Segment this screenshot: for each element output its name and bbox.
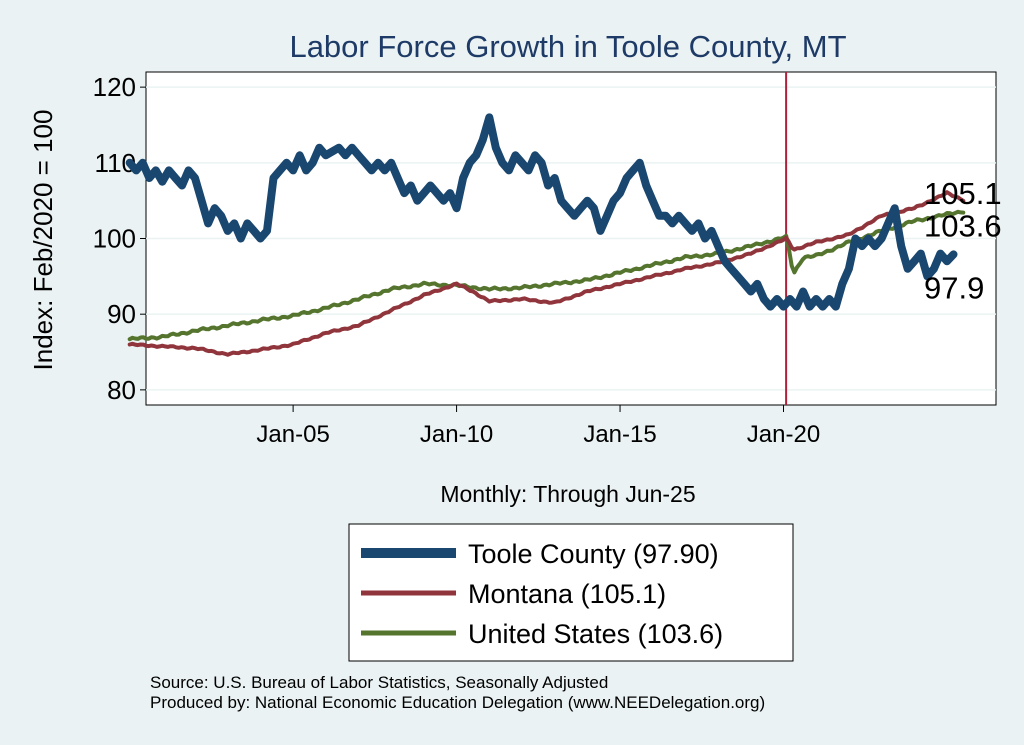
y-tick-label: 90	[107, 299, 136, 329]
producer-note: Produced by: National Economic Education…	[150, 693, 766, 712]
x-tick-label: Jan-10	[420, 421, 493, 448]
chart-title: Labor Force Growth in Toole County, MT	[289, 29, 846, 64]
legend-label: Montana (105.1)	[468, 579, 666, 609]
x-tick-label: Jan-05	[256, 421, 329, 448]
y-tick-label: 100	[93, 224, 136, 254]
source-note: Source: U.S. Bureau of Labor Statistics,…	[150, 673, 609, 692]
end-label-united-states: 103.6	[924, 208, 1002, 243]
series-lines	[125, 113, 966, 357]
end-label-montana: 105.1	[924, 176, 1002, 211]
gridlines	[146, 86, 996, 391]
legend-label: Toole County (97.90)	[468, 539, 719, 569]
x-tick-label: Jan-20	[747, 421, 820, 448]
y-tick-label: 120	[93, 72, 136, 102]
series-line-montana	[127, 190, 966, 357]
x-tick-label: Jan-15	[583, 421, 656, 448]
series-line-united-states	[127, 209, 966, 342]
y-tick-label: 80	[107, 375, 136, 405]
x-axis-label: Monthly: Through Jun-25	[440, 481, 695, 507]
y-axis-label: Index: Feb/2020 = 100	[28, 110, 58, 371]
legend-items: Toole County (97.90) Montana (105.1) Unite…	[361, 539, 723, 649]
end-label-toole-county: 97.9	[924, 270, 984, 305]
x-axis: Jan-05 Jan-10 Jan-15 Jan-20	[256, 405, 820, 448]
series-line-toole-county	[125, 113, 958, 311]
legend-label: United States (103.6)	[468, 619, 723, 649]
